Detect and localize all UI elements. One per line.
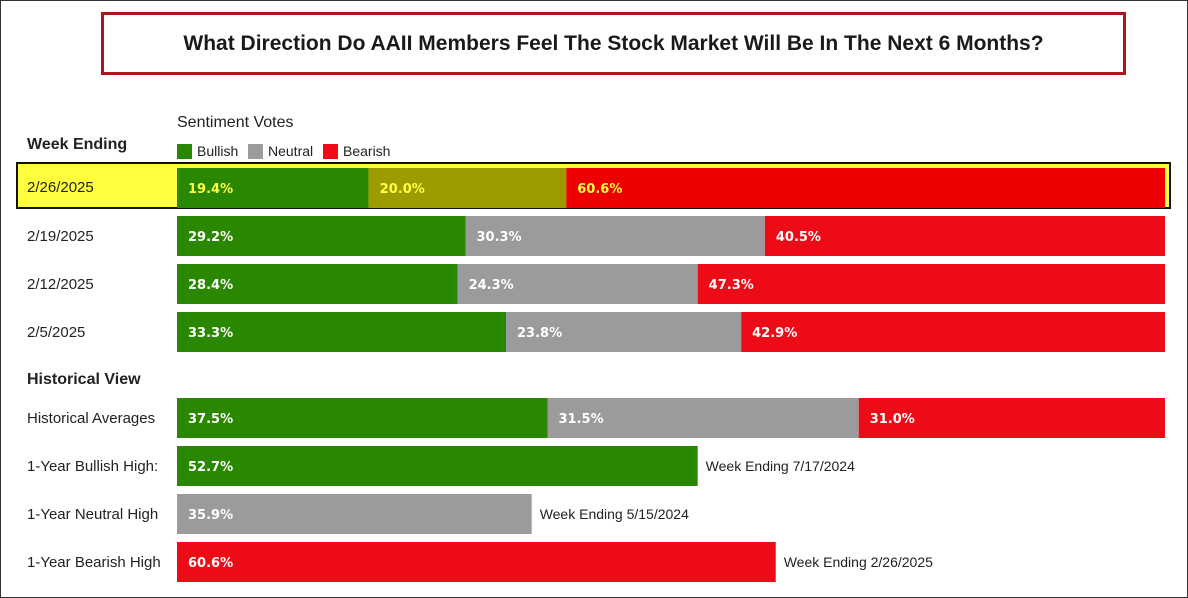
bar-bearish-historical-averages (858, 398, 1165, 438)
legend-swatch-neutral (248, 143, 263, 159)
bar-neutral-2-26-2025 (368, 168, 567, 208)
bar-bullish-2-5-2025 (177, 312, 507, 352)
row-label-2-26-2025: 2/26/2025 (27, 179, 94, 196)
data-label-bearish-2-12-2025: 47.3% (709, 278, 754, 293)
week-ending-header: Week Ending (27, 136, 128, 153)
historical-view-header: Historical View (27, 371, 141, 388)
bar-bullish-historical-averages (177, 398, 548, 438)
data-label-neutral-2-5-2025: 23.8% (517, 326, 562, 341)
row-label-2-19-2025: 2/19/2025 (27, 228, 94, 245)
row-label-bearish-high: 1-Year Bearish High (27, 554, 161, 571)
legend-item-neutral: Neutral (248, 142, 313, 160)
row-label-bullish-high: 1-Year Bullish High: (27, 458, 159, 475)
legend-label-bullish: Bullish (197, 143, 239, 159)
bar-bearish-2-12-2025 (697, 264, 1165, 304)
legend-swatch-bullish (177, 143, 192, 159)
bar-bearish-2-19-2025 (764, 216, 1165, 256)
bar-neutral-2-5-2025 (506, 312, 742, 352)
data-label-bearish-2-19-2025: 40.5% (776, 230, 821, 245)
data-label-neutral-2-19-2025: 30.3% (476, 230, 521, 245)
data-label-bullish-2-5-2025: 33.3% (188, 326, 233, 341)
bar-bearish-2-26-2025 (566, 168, 1165, 208)
annotation-1-year-bearish-high: Week Ending 2/26/2025 (784, 554, 933, 570)
data-label-neutral-historical-averages: 31.5% (559, 412, 604, 427)
bar-neutral-historical-averages (547, 398, 859, 438)
data-label-bullish-1-year-bullish-high: 52.7% (188, 460, 233, 475)
legend-swatch-bearish (323, 143, 338, 159)
row-label-neutral-high: 1-Year Neutral High (27, 506, 159, 523)
data-label-neutral-2-26-2025: 20.0% (380, 182, 425, 197)
bar-neutral-1-year-neutral-high (177, 494, 532, 534)
data-label-neutral-2-12-2025: 24.3% (469, 278, 514, 293)
row-label-historical-averages: Historical Averages (27, 410, 156, 427)
chart-title: What Direction Do AAII Members Feel The … (183, 31, 1044, 55)
data-label-bullish-2-19-2025: 29.2% (188, 230, 233, 245)
data-label-bullish-historical-averages: 37.5% (188, 412, 233, 427)
data-label-bullish-2-26-2025: 19.4% (188, 182, 233, 197)
bar-bullish-2-26-2025 (177, 168, 369, 208)
annotation-1-year-neutral-high: Week Ending 5/15/2024 (540, 506, 689, 522)
row-label-2-12-2025: 2/12/2025 (27, 276, 94, 293)
legend-label-neutral: Neutral (268, 143, 314, 159)
data-label-bearish-historical-averages: 31.0% (870, 412, 915, 427)
data-label-bearish-2-5-2025: 42.9% (752, 326, 797, 341)
legend-item-bullish: Bullish (177, 142, 238, 160)
data-label-bearish-2-26-2025: 60.6% (577, 182, 622, 197)
bar-bullish-2-19-2025 (177, 216, 466, 256)
legend-label-bearish: Bearish (343, 143, 391, 159)
annotation-1-year-bullish-high: Week Ending 7/17/2024 (706, 458, 855, 474)
bar-neutral-2-19-2025 (465, 216, 765, 256)
data-label-bearish-1-year-bearish-high: 60.6% (188, 556, 233, 571)
bar-bearish-2-5-2025 (741, 312, 1165, 352)
bar-neutral-2-12-2025 (457, 264, 698, 304)
bar-bullish-2-12-2025 (177, 264, 458, 304)
row-label-2-5-2025: 2/5/2025 (27, 324, 86, 341)
legend-item-bearish: Bearish (323, 142, 390, 160)
title-box: What Direction Do AAII Members Feel The … (101, 12, 1126, 75)
legend-title: Sentiment Votes (177, 114, 294, 131)
bar-bullish-1-year-bullish-high (177, 446, 698, 486)
bar-bearish-1-year-bearish-high (177, 542, 776, 582)
data-label-bullish-2-12-2025: 28.4% (188, 278, 233, 293)
data-label-neutral-1-year-neutral-high: 35.9% (188, 508, 233, 523)
